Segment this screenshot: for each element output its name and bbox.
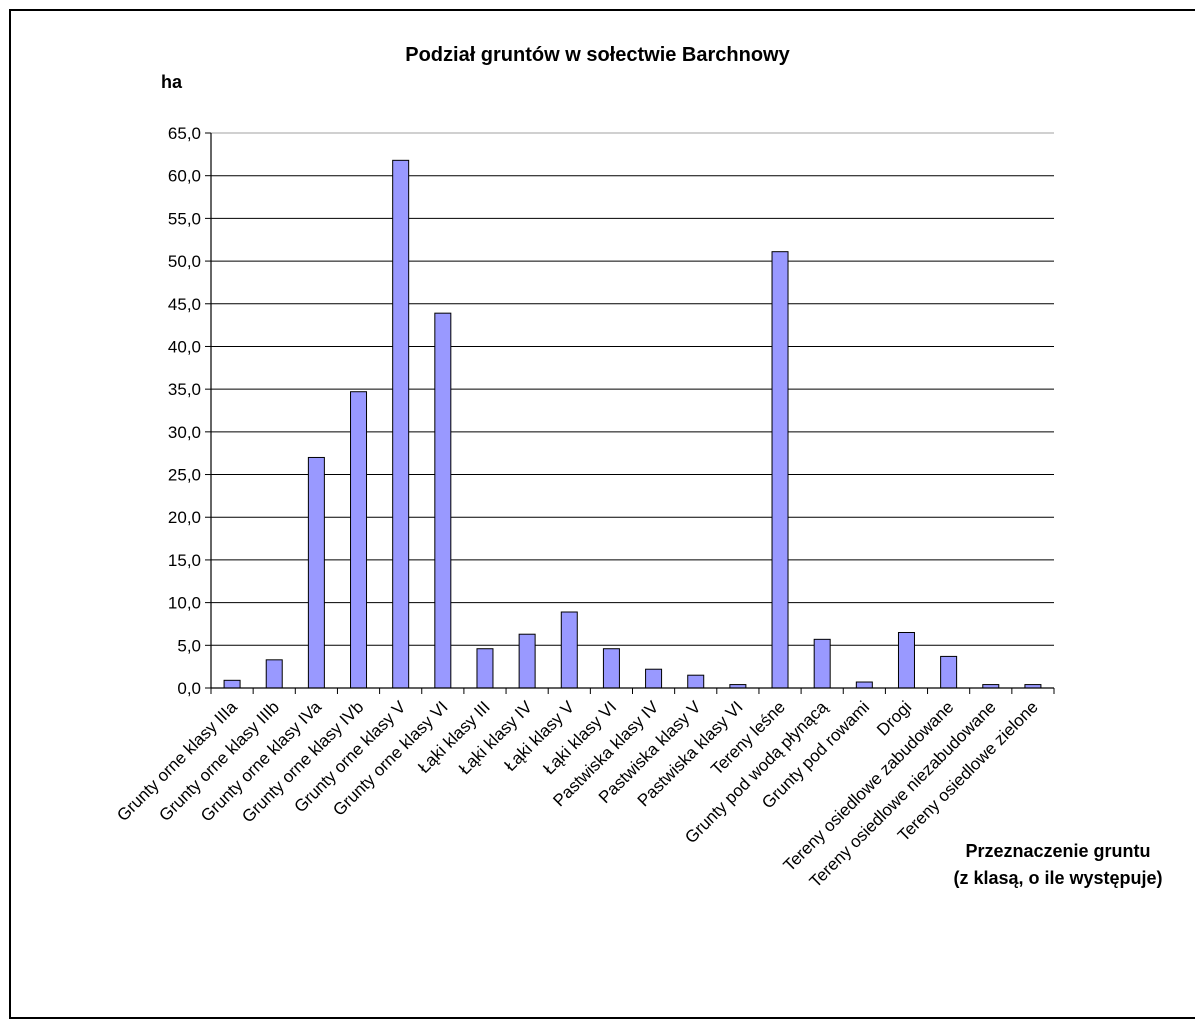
y-tick-label: 10,0 <box>168 594 201 613</box>
y-tick-label: 45,0 <box>168 295 201 314</box>
y-tick-label: 5,0 <box>177 636 201 655</box>
bar <box>771 251 789 689</box>
bar <box>223 679 241 689</box>
y-axis-label: ha <box>161 72 183 92</box>
bar <box>687 674 705 689</box>
bar <box>518 633 536 689</box>
bar <box>350 391 368 689</box>
bar <box>645 668 663 689</box>
chart-title: Podział gruntów w sołectwie Barchnowy <box>405 44 790 66</box>
y-tick-label: 15,0 <box>168 551 201 570</box>
y-tick-label: 30,0 <box>168 423 201 442</box>
y-tick-label: 0,0 <box>177 679 201 698</box>
y-tick-label: 65,0 <box>168 124 201 143</box>
bar <box>434 312 452 689</box>
bar <box>560 611 578 689</box>
bar <box>602 648 620 689</box>
y-tick-label: 40,0 <box>168 337 201 356</box>
bar <box>476 648 494 689</box>
y-tick-label: 35,0 <box>168 380 201 399</box>
y-tick-label: 25,0 <box>168 466 201 485</box>
bar <box>265 659 283 689</box>
y-tick-label: 55,0 <box>168 209 201 228</box>
bar <box>897 632 915 689</box>
plot-area <box>211 133 1054 688</box>
y-tick-label: 50,0 <box>168 252 201 271</box>
x-axis-label-line-1: Przeznaczenie gruntu <box>965 841 1151 861</box>
bar <box>940 655 958 689</box>
bar <box>392 159 410 689</box>
x-axis-label-line-2: (z klasą, o ile występuje) <box>953 868 1163 888</box>
y-tick-label: 60,0 <box>168 167 201 186</box>
bar <box>813 638 831 689</box>
x-axis-label: Przeznaczenie gruntu (z klasą, o ile wys… <box>928 838 1188 892</box>
y-tick-label: 20,0 <box>168 508 201 527</box>
bar <box>855 681 873 689</box>
bar <box>307 456 325 689</box>
